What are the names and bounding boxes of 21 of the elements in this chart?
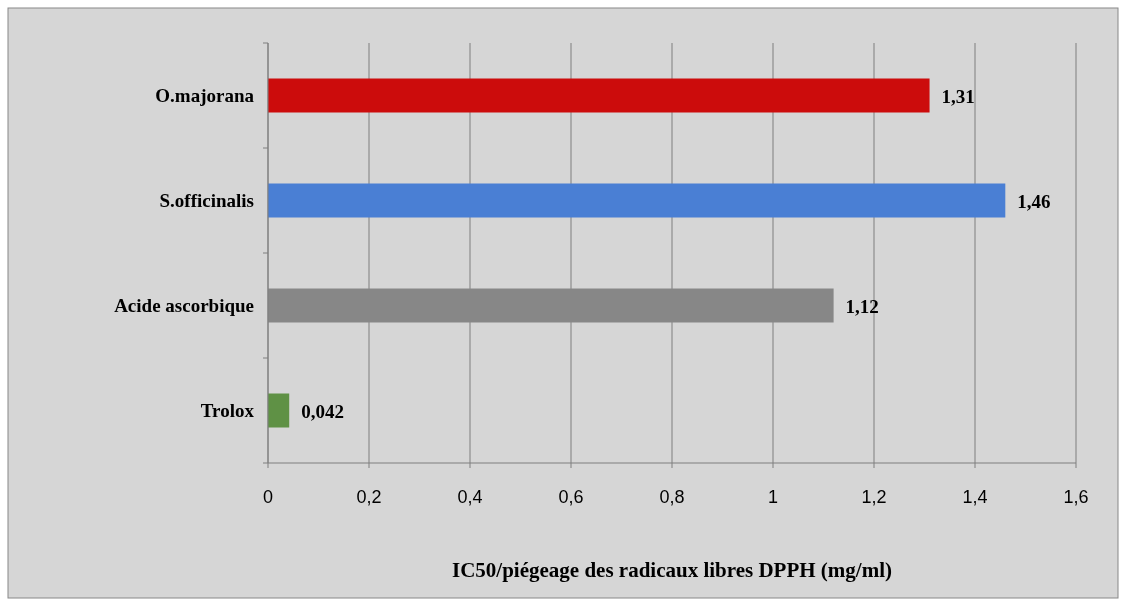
- x-tick-label: 0: [262, 487, 274, 507]
- data-label: 1,46: [1017, 190, 1051, 212]
- x-tick-label: 1,2: [861, 487, 887, 507]
- x-tick-label: 0,2: [356, 487, 382, 507]
- bar: [268, 393, 290, 428]
- x-axis-title: IC50/piégeage des radicaux libres DPPH (mg/ml): [452, 558, 892, 582]
- data-label: 0,042: [301, 400, 344, 422]
- x-tick-label: 1: [767, 487, 779, 507]
- data-label: 1,12: [845, 295, 879, 317]
- x-tick-label: 1,4: [962, 487, 988, 507]
- data-label: 1,31: [941, 85, 975, 107]
- bar: [268, 78, 930, 113]
- y-tick-label: S.officinalis: [159, 189, 254, 211]
- x-tick-label: 1,6: [1063, 487, 1089, 507]
- y-tick-label: O.majorana: [155, 84, 255, 106]
- y-tick-label: Trolox: [200, 399, 255, 421]
- y-tick-label: Acide ascorbique: [114, 294, 254, 316]
- x-tick-label: 0,8: [659, 487, 685, 507]
- x-tick-label: 0,6: [558, 487, 584, 507]
- x-tick-label: 0,4: [457, 487, 483, 507]
- bar: [268, 183, 1006, 218]
